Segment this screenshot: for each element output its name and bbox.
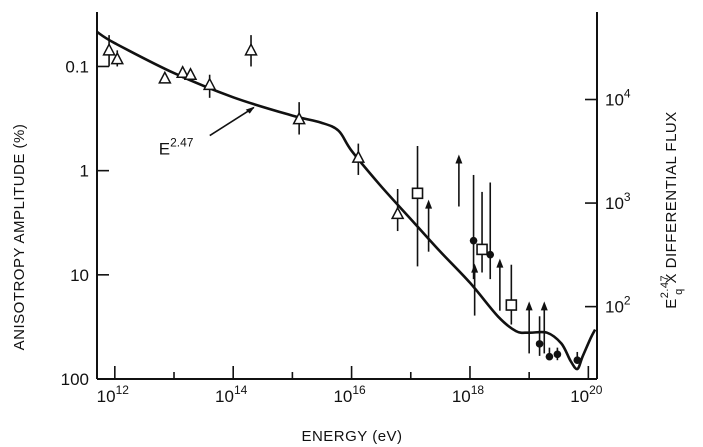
- y-left-axis-label: ANISOTROPY AMPLITUDE (%): [11, 124, 28, 351]
- y-left-tick-label: 1: [80, 162, 89, 181]
- x-tick-label-base: 10: [97, 387, 116, 406]
- annotation-label: E2.47: [159, 136, 194, 159]
- triangle-point: [292, 111, 306, 125]
- y-right-tick-label-base: 10: [605, 194, 624, 213]
- x-axis-ticks: 1012 1014 1016 1018 1020: [97, 366, 603, 406]
- axes-frame: [96, 12, 598, 380]
- y-left-axis-ticks: 0.1 1 10 100: [61, 57, 109, 389]
- triangle-point: [390, 206, 405, 220]
- y-left-tick-label: 0.1: [65, 57, 89, 76]
- y-right-tick-label-exponent: 2: [624, 294, 631, 308]
- upper-limit-arrow: [540, 301, 548, 311]
- x-tick-label: 1020: [570, 383, 603, 406]
- upper-limit-arrow: [471, 263, 479, 273]
- x-tick-label-base: 10: [452, 387, 471, 406]
- y-right-axis-label-exponent: 2.47: [659, 275, 671, 298]
- circle-point: [573, 356, 582, 365]
- annotation-leader-line: [209, 106, 255, 137]
- y-left-tick-label: 100: [61, 370, 89, 389]
- x-tick-label: 1018: [452, 383, 485, 406]
- x-axis-label: ENERGY (eV): [301, 428, 402, 445]
- y-right-axis-label-rest: X DIFFERENTIAL FLUX: [663, 111, 680, 288]
- y-left-tick-label: 10: [70, 266, 89, 285]
- annotation-label-exponent: 2.47: [170, 136, 194, 150]
- x-tick-label-exponent: 20: [589, 383, 603, 397]
- circle-point: [486, 250, 495, 259]
- square-point: [505, 299, 518, 311]
- y-right-tick-label-exponent: 4: [624, 87, 631, 101]
- x-tick-label-exponent: 18: [471, 383, 485, 397]
- x-tick-label-base: 10: [333, 387, 352, 406]
- flux-curve: [96, 30, 597, 371]
- upper-limit-arrow: [496, 258, 504, 268]
- x-tick-label-base: 10: [215, 387, 234, 406]
- y-right-axis-label: E2.47 q X DIFFERENTIAL FLUX: [659, 111, 685, 309]
- y-right-tick-label: 102: [605, 294, 631, 317]
- triangle-point: [183, 67, 198, 80]
- data-points-layer: [102, 35, 582, 365]
- triangle-point: [175, 65, 190, 79]
- triangle-point: [202, 77, 217, 91]
- upper-limit-arrow: [425, 199, 433, 209]
- circle-point: [469, 236, 478, 245]
- y-right-axis-label-subscript: q: [673, 288, 685, 295]
- triangle-point: [351, 150, 366, 163]
- y-right-tick-label-exponent: 3: [624, 190, 631, 204]
- x-tick-label: 1016: [333, 383, 366, 406]
- y-right-tick-label: 104: [605, 87, 631, 110]
- x-tick-label-exponent: 16: [352, 383, 366, 397]
- x-tick-label-exponent: 14: [234, 383, 248, 397]
- annotation-label-base: E: [159, 140, 170, 159]
- triangle-point: [110, 51, 125, 65]
- x-tick-label: 1014: [215, 383, 248, 406]
- triangle-point: [244, 42, 258, 56]
- triangle-point: [158, 70, 172, 84]
- circle-point: [545, 352, 554, 361]
- flux-curve-layer: [96, 30, 597, 371]
- circle-point: [553, 350, 562, 359]
- upper-limit-arrow: [525, 301, 533, 311]
- triangle-point: [102, 42, 116, 56]
- circle-point: [535, 340, 544, 348]
- x-tick-label-exponent: 12: [116, 383, 130, 397]
- square-point: [411, 187, 424, 200]
- y-right-tick-label-base: 10: [605, 298, 624, 317]
- annotation-layer: E2.47: [159, 106, 255, 159]
- y-right-tick-label: 103: [605, 190, 631, 213]
- upper-limit-arrow: [455, 154, 463, 164]
- x-tick-label-base: 10: [570, 387, 589, 406]
- y-right-tick-label-base: 10: [605, 91, 624, 110]
- annotation-arrowhead: [245, 106, 255, 114]
- square-point: [476, 243, 488, 256]
- y-right-axis-label-base: E: [663, 298, 680, 309]
- x-tick-label: 1012: [97, 383, 130, 406]
